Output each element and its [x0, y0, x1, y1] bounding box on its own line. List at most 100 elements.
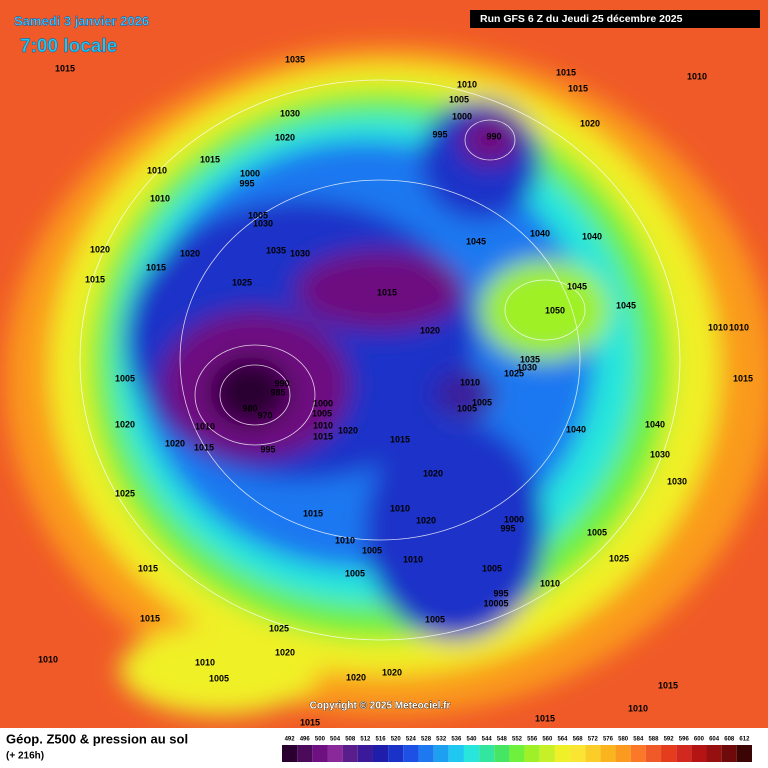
scale-label: 520 [391, 737, 402, 743]
isobar-label: 1035 [266, 245, 286, 255]
scale-label: 504 [330, 737, 341, 743]
isobar-label: 1020 [420, 325, 440, 335]
isobar-label: 1030 [253, 218, 273, 228]
isobar-label: 1020 [115, 419, 135, 429]
isobar-label: 995 [432, 129, 447, 139]
isobar-label: 1010 [460, 377, 480, 387]
run-banner [470, 10, 760, 28]
scale-cell [372, 745, 389, 762]
isobar-label: 1020 [580, 118, 600, 128]
isobar-label: 1035 [520, 354, 540, 364]
isobar-label: 1030 [280, 108, 300, 118]
isobar-label: 1020 [165, 438, 185, 448]
scale-cell [630, 745, 646, 762]
isobar-label: 1015 [377, 287, 397, 297]
isobar-label: 1045 [616, 300, 636, 310]
isobar-label: 1010 [708, 322, 728, 332]
isobar-label: 1010 [687, 71, 707, 81]
isobar-label: 990 [274, 378, 289, 388]
isobar-label: 1015 [55, 63, 75, 73]
isobar-label: 1005 [472, 397, 492, 407]
isobar-label: 1025 [115, 488, 135, 498]
forecast-time: 7:00 locale [20, 36, 117, 57]
isobar-label: 1025 [232, 277, 252, 287]
isobar-label: 1030 [290, 248, 310, 258]
scale-cell [706, 745, 722, 762]
scale-label: 508 [345, 737, 356, 743]
scale-cell [585, 745, 601, 762]
isobar-label: 1000 [240, 168, 260, 178]
scale-label: 564 [557, 737, 568, 743]
map-background [0, 0, 768, 728]
isobar-label: 1040 [582, 231, 602, 241]
isobar-label: 1000 [452, 111, 472, 121]
scale-label: 544 [482, 737, 493, 743]
forecast-lead: (+ 216h) [6, 751, 44, 762]
isobar-label: 1015 [390, 434, 410, 444]
scale-cell [509, 745, 525, 762]
isobar-label: 1020 [423, 468, 443, 478]
isobar-label: 1015 [194, 442, 214, 452]
scale-cell [342, 745, 358, 762]
isobar-label: 1025 [504, 368, 524, 378]
scale-label: 548 [497, 737, 508, 743]
scale-label: 496 [300, 737, 311, 743]
scale-cell [661, 745, 677, 762]
isobar-label: 1045 [466, 236, 486, 246]
scale-label: 612 [739, 737, 750, 743]
isobar-label: 980 [242, 403, 257, 413]
scale-cell [494, 745, 510, 762]
isobar-label: 1010 [390, 503, 410, 513]
isobar-label: 1035 [285, 54, 305, 64]
scale-cell [691, 745, 707, 762]
isobar-label: 1005 [115, 373, 135, 383]
isobar-label: 1010 [729, 322, 749, 332]
isobar-label: 1010 [147, 165, 167, 175]
isobar-label: 1015 [303, 508, 323, 518]
isobar-label: 985 [270, 387, 285, 397]
isobar-label: 1040 [566, 424, 586, 434]
scale-label: 528 [421, 737, 432, 743]
scale-cell [312, 745, 328, 762]
isobar-label: 1015 [556, 67, 576, 77]
scale-cell [539, 745, 555, 762]
scale-cell [282, 745, 298, 762]
isobar-label: 995 [493, 588, 508, 598]
scale-label: 560 [542, 737, 553, 743]
isobar-label: 1020 [275, 647, 295, 657]
isobar-label: 1015 [300, 717, 320, 727]
scale-label: 516 [376, 737, 387, 743]
isobar-label: 1015 [85, 274, 105, 284]
scale-cell [570, 745, 586, 762]
isobar-label: 1020 [416, 515, 436, 525]
isobar-label: 1000 [313, 398, 333, 408]
scale-label: 512 [360, 737, 371, 743]
isobar-label: 1050 [545, 305, 565, 315]
scale-label: 580 [618, 737, 629, 743]
isobar-label: 10005 [483, 598, 508, 608]
scale-label: 556 [527, 737, 538, 743]
isobar-label: 1040 [530, 228, 550, 238]
isobar-label: 1030 [650, 449, 670, 459]
isobar-label: 1010 [195, 421, 215, 431]
isobar-label: 1015 [146, 262, 166, 272]
isobar-label: 1010 [150, 193, 170, 203]
isobar-label: 1005 [425, 614, 445, 624]
isobar-label: 1020 [90, 244, 110, 254]
scale-label: 500 [315, 737, 326, 743]
scale-label: 524 [406, 737, 417, 743]
isobar-label: 1010 [457, 79, 477, 89]
scale-label: 604 [709, 737, 720, 743]
isobar-label: 1015 [658, 680, 678, 690]
isobar-label: 1005 [345, 568, 365, 578]
scale-cell [327, 745, 343, 762]
isobar-label: 1005 [248, 210, 268, 220]
isobar-label: 1020 [382, 667, 402, 677]
scale-label: 492 [285, 737, 296, 743]
isobar-label: 1020 [180, 248, 200, 258]
scale-cell [600, 745, 616, 762]
scale-label: 600 [694, 737, 705, 743]
isobar-label: 1015 [200, 154, 220, 164]
isobar-label: 1010 [335, 535, 355, 545]
